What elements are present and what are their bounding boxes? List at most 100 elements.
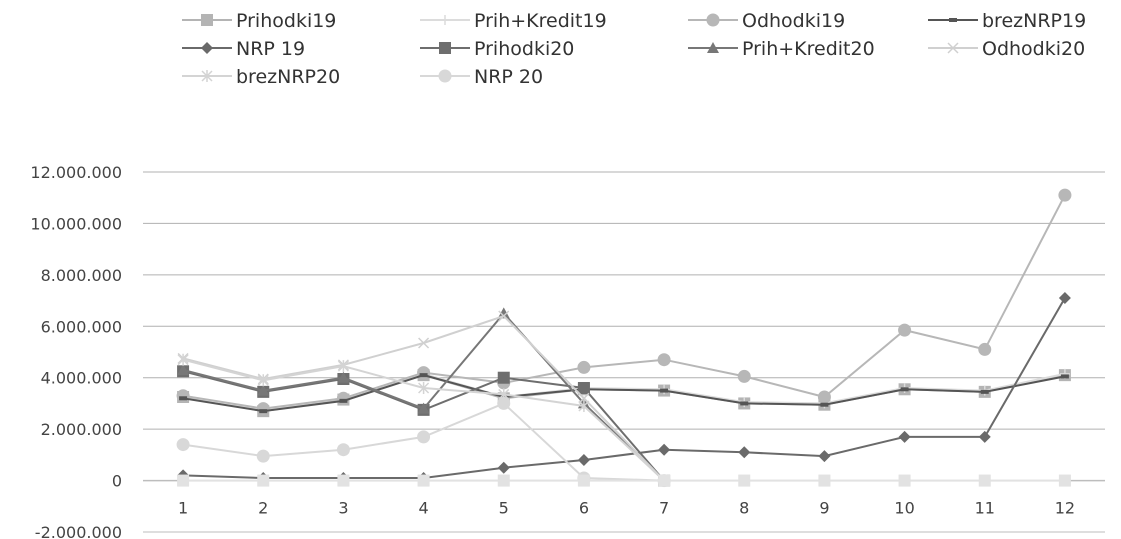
legend-swatch-marker bbox=[707, 42, 719, 53]
legend-item: NRP 20 bbox=[420, 66, 543, 88]
legend-swatch-marker bbox=[201, 14, 213, 26]
data-point bbox=[497, 371, 510, 384]
data-point bbox=[577, 360, 591, 374]
data-point bbox=[1058, 292, 1071, 304]
data-point bbox=[817, 390, 831, 404]
x-tick-label: 9 bbox=[819, 499, 829, 518]
y-tick-label: 8.000.000 bbox=[41, 266, 122, 285]
data-point bbox=[179, 396, 188, 401]
data-point bbox=[898, 323, 912, 337]
series-3 bbox=[179, 373, 1069, 414]
y-tick-label: 10.000.000 bbox=[30, 214, 122, 233]
legend-item: Prih+Kredit20 bbox=[688, 38, 875, 60]
y-tick-label: 0 bbox=[112, 472, 122, 491]
data-point bbox=[578, 400, 590, 412]
legend-label: brezNRP20 bbox=[236, 66, 340, 88]
series-line bbox=[182, 374, 1066, 413]
data-point bbox=[1058, 188, 1072, 202]
data-point bbox=[658, 443, 671, 456]
legend-item: brezNRP19 bbox=[928, 10, 1086, 32]
data-point bbox=[577, 474, 590, 487]
data-point bbox=[177, 474, 190, 487]
data-point bbox=[577, 454, 590, 466]
data-point bbox=[658, 474, 671, 487]
series-line bbox=[182, 194, 1066, 410]
data-point bbox=[257, 474, 270, 487]
legend-swatch-marker bbox=[201, 42, 213, 54]
data-point bbox=[1060, 374, 1069, 379]
data-point bbox=[738, 474, 751, 487]
data-point bbox=[419, 373, 428, 378]
x-tick-label: 7 bbox=[659, 499, 669, 518]
data-point bbox=[737, 369, 751, 383]
x-tick-label: 11 bbox=[975, 499, 995, 518]
x-tick-label: 10 bbox=[894, 499, 914, 518]
x-tick-label: 1 bbox=[178, 499, 188, 518]
legend-label: Odhodki19 bbox=[742, 10, 845, 32]
data-point bbox=[818, 474, 831, 487]
legend-item: Odhodki20 bbox=[928, 38, 1085, 60]
legend-swatch-marker bbox=[947, 42, 959, 54]
legend-swatch-marker bbox=[439, 42, 451, 54]
y-tick-label: 2.000.000 bbox=[41, 420, 122, 439]
legend-swatch-marker bbox=[949, 18, 957, 22]
x-tick-label: 6 bbox=[579, 499, 589, 518]
x-axis: 1 2 3 4 5 6 7 8 9 10 11 12 bbox=[178, 499, 1075, 518]
series-8 bbox=[177, 353, 670, 487]
legend-item: brezNRP20 bbox=[182, 66, 340, 88]
data-point bbox=[978, 430, 991, 443]
x-tick-label: 12 bbox=[1055, 499, 1075, 518]
legend-swatch-marker bbox=[201, 70, 213, 82]
data-point bbox=[818, 450, 831, 463]
data-point bbox=[900, 387, 909, 392]
legend-item: NRP 19 bbox=[182, 38, 305, 60]
legend-item: Odhodki19 bbox=[688, 10, 845, 32]
legend-label: Prih+Kredit20 bbox=[742, 38, 875, 60]
data-point bbox=[740, 401, 749, 406]
x-tick-label: 8 bbox=[739, 499, 749, 518]
data-point bbox=[337, 371, 350, 383]
data-point bbox=[417, 474, 430, 487]
legend-label: Prih+Kredit19 bbox=[474, 10, 607, 32]
data-point bbox=[176, 438, 190, 452]
series-line bbox=[182, 374, 1066, 413]
series-0 bbox=[177, 369, 1071, 418]
y-tick-label: 6.000.000 bbox=[41, 317, 122, 336]
data-point bbox=[497, 396, 511, 410]
data-point bbox=[417, 430, 431, 444]
legend-label: Prihodki20 bbox=[474, 38, 574, 60]
legend-label: NRP 20 bbox=[474, 66, 543, 88]
series-1 bbox=[178, 368, 1070, 415]
y-tick-label: -2.000.000 bbox=[35, 523, 122, 539]
x-tick-label: 4 bbox=[418, 499, 428, 518]
legend-item: Prih+Kredit19 bbox=[420, 10, 607, 32]
data-point bbox=[820, 402, 829, 407]
data-point bbox=[978, 474, 991, 487]
data-point bbox=[418, 337, 430, 349]
data-point bbox=[259, 409, 268, 414]
data-point bbox=[738, 446, 751, 459]
data-point bbox=[657, 353, 671, 367]
legend-swatch-marker bbox=[706, 13, 720, 27]
data-point bbox=[978, 342, 992, 356]
data-point bbox=[417, 402, 430, 414]
data-point bbox=[898, 474, 911, 487]
data-point bbox=[177, 364, 190, 375]
x-tick-label: 5 bbox=[499, 499, 509, 518]
legend-swatch-marker bbox=[438, 69, 452, 83]
x-tick-label: 2 bbox=[258, 499, 268, 518]
data-point bbox=[497, 307, 510, 319]
data-point bbox=[497, 474, 510, 487]
data-point bbox=[336, 443, 350, 457]
data-point bbox=[577, 382, 590, 394]
data-point bbox=[257, 384, 270, 396]
data-point bbox=[177, 353, 189, 366]
data-point bbox=[418, 382, 430, 394]
data-point bbox=[257, 374, 269, 387]
data-point bbox=[497, 461, 510, 474]
data-point bbox=[1058, 474, 1071, 487]
data-point bbox=[498, 310, 510, 322]
series-2 bbox=[176, 188, 1072, 416]
series-line bbox=[183, 297, 1066, 479]
